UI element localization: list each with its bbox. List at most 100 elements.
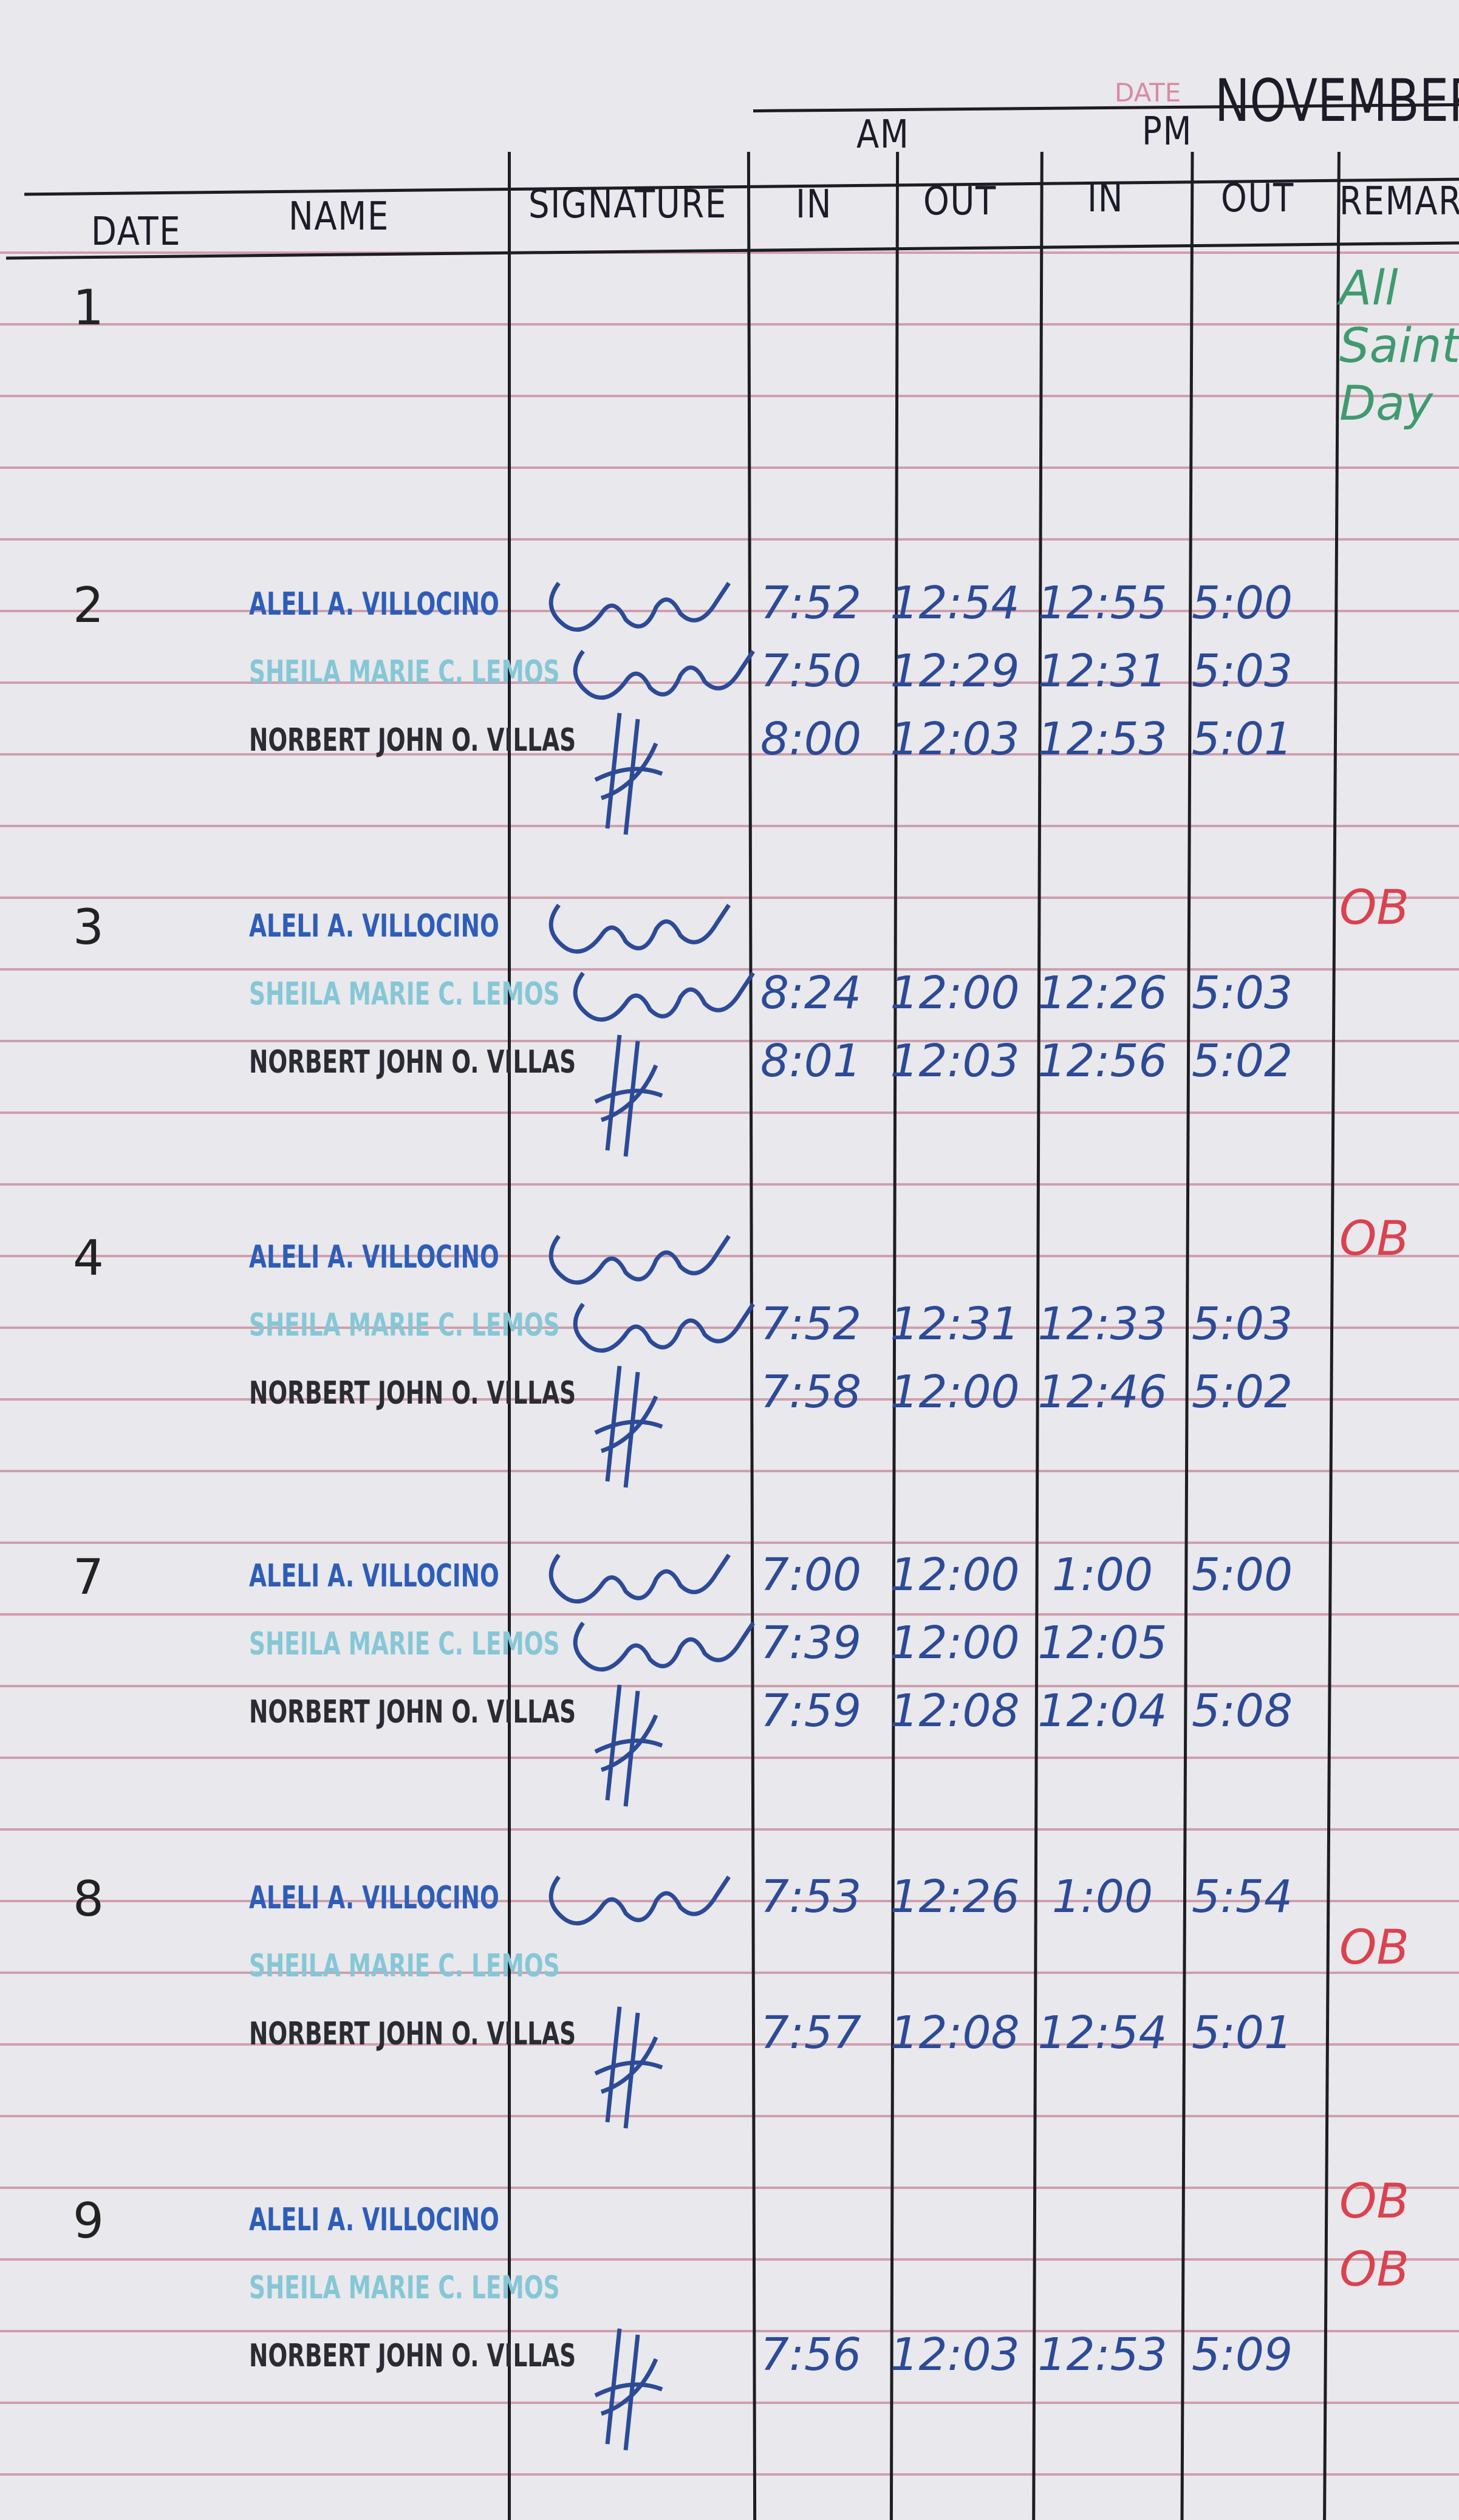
remark-text: Day <box>1339 377 1433 431</box>
column-am: AM <box>856 112 910 157</box>
employee-name: NORBERT JOHN O. VILLAS <box>249 2338 576 2374</box>
time-pm-in: 12:33 <box>1037 1298 1167 1350</box>
column-date: DATE <box>91 210 182 254</box>
time-am-in: 7:52 <box>760 577 862 629</box>
employee-name: ALELI A. VILLOCINO <box>249 1558 499 1594</box>
time-pm-in: 12:46 <box>1037 1366 1167 1418</box>
employee-name: SHEILA MARIE C. LEMOS <box>249 1307 560 1344</box>
employee-name: ALELI A. VILLOCINO <box>249 1239 499 1275</box>
column-am-out: OUT <box>923 179 997 224</box>
remark-text: All <box>1339 261 1398 316</box>
employee-name: NORBERT JOHN O. VILLAS <box>249 722 576 759</box>
time-pm-in: 12:26 <box>1037 967 1167 1019</box>
time-pm-in: 12:04 <box>1037 1685 1167 1737</box>
column-signature: SIGNATURE <box>528 182 727 227</box>
time-pm-in: 1:00 <box>1051 1871 1153 1923</box>
time-am-in: 7:57 <box>760 2007 862 2059</box>
signature-icon <box>559 1611 759 1686</box>
time-pm-out: 5:01 <box>1191 713 1293 765</box>
column-divider <box>508 152 511 2520</box>
date-number: 3 <box>73 899 104 955</box>
time-pm-out: 5:03 <box>1191 967 1293 1019</box>
column-pm-out: OUT <box>1221 176 1294 221</box>
time-am-out: 12:03 <box>890 713 1020 765</box>
time-am-in: 8:00 <box>760 713 862 765</box>
time-am-in: 8:01 <box>760 1035 862 1087</box>
signature-icon <box>535 1224 735 1299</box>
time-am-out: 12:00 <box>890 1617 1020 1669</box>
time-am-out: 12:26 <box>890 1871 1020 1923</box>
time-am-out: 12:54 <box>890 577 1020 629</box>
employee-name: SHEILA MARIE C. LEMOS <box>249 2270 560 2306</box>
time-pm-out: 5:02 <box>1191 1366 1293 1418</box>
column-name: NAME <box>289 194 390 239</box>
time-pm-out: 5:01 <box>1191 2007 1293 2059</box>
date-number: 8 <box>73 1871 104 1927</box>
time-pm-out: 5:08 <box>1191 1685 1293 1737</box>
signature-icon <box>535 893 735 968</box>
signature-icon <box>583 1679 680 1815</box>
remark-text: OB <box>1339 1212 1409 1266</box>
remark-text: OB <box>1339 2174 1409 2229</box>
time-am-out: 12:08 <box>890 1685 1020 1737</box>
signature-icon <box>535 571 735 646</box>
column-pm: PM <box>1142 109 1193 154</box>
printed-date-label: DATE <box>1115 78 1181 108</box>
time-am-out: 12:00 <box>890 967 1020 1019</box>
signature-icon <box>535 1543 735 1618</box>
time-am-out: 12:03 <box>890 1035 1020 1087</box>
remark-text: OB <box>1339 1921 1409 1975</box>
time-am-in: 7:39 <box>760 1617 862 1669</box>
time-pm-in: 1:00 <box>1051 1549 1153 1601</box>
remark-text: OB <box>1339 2242 1409 2297</box>
employee-name: NORBERT JOHN O. VILLAS <box>249 2016 576 2052</box>
time-pm-in: 12:54 <box>1037 2007 1167 2059</box>
employee-name: NORBERT JOHN O. VILLAS <box>249 1375 576 1412</box>
date-number: 9 <box>73 2193 104 2249</box>
time-pm-in: 12:31 <box>1037 645 1167 697</box>
signature-icon <box>559 961 759 1036</box>
time-pm-in: 12:05 <box>1037 1617 1167 1669</box>
time-am-out: 12:29 <box>890 645 1020 697</box>
remark-text: Saints <box>1339 319 1459 374</box>
time-am-out: 12:03 <box>890 2329 1020 2381</box>
month-title: NOVEMBER <box>1215 67 1459 135</box>
time-am-in: 7:52 <box>760 1298 862 1350</box>
date-number: 4 <box>73 1230 104 1286</box>
time-pm-out: 5:54 <box>1191 1871 1293 1923</box>
employee-name: NORBERT JOHN O. VILLAS <box>249 1694 576 1730</box>
date-number: 1 <box>73 279 104 336</box>
time-am-in: 7:53 <box>760 1871 862 1923</box>
time-pm-out: 5:00 <box>1191 577 1293 629</box>
time-am-out: 12:31 <box>890 1298 1020 1350</box>
time-am-in: 7:58 <box>760 1366 862 1418</box>
remark-text: OB <box>1339 881 1409 935</box>
signature-icon <box>583 2001 680 2137</box>
employee-name: SHEILA MARIE C. LEMOS <box>249 976 560 1012</box>
employee-name: NORBERT JOHN O. VILLAS <box>249 1044 576 1081</box>
employee-name: ALELI A. VILLOCINO <box>249 2202 499 2238</box>
signature-icon <box>535 1865 735 1940</box>
employee-name: SHEILA MARIE C. LEMOS <box>249 1948 560 1984</box>
signature-icon <box>583 2323 680 2459</box>
employee-name: ALELI A. VILLOCINO <box>249 586 499 623</box>
time-pm-out: 5:03 <box>1191 1298 1293 1350</box>
ruled-lines <box>0 182 1459 2520</box>
signature-icon <box>583 707 680 843</box>
time-am-in: 8:24 <box>760 967 862 1019</box>
signature-icon <box>583 1360 680 1496</box>
time-pm-in: 12:56 <box>1037 1035 1167 1087</box>
time-am-in: 7:50 <box>760 645 862 697</box>
time-pm-out: 5:00 <box>1191 1549 1293 1601</box>
time-pm-out: 5:03 <box>1191 645 1293 697</box>
time-pm-in: 12:53 <box>1037 713 1167 765</box>
signature-icon <box>583 1029 680 1165</box>
time-pm-in: 12:55 <box>1037 577 1167 629</box>
employee-name: SHEILA MARIE C. LEMOS <box>249 654 560 691</box>
time-am-out: 12:00 <box>890 1366 1020 1418</box>
date-number: 7 <box>73 1549 104 1605</box>
signature-icon <box>559 1292 759 1367</box>
time-am-in: 7:59 <box>760 1685 862 1737</box>
date-number: 2 <box>73 577 104 633</box>
time-pm-out: 5:02 <box>1191 1035 1293 1087</box>
